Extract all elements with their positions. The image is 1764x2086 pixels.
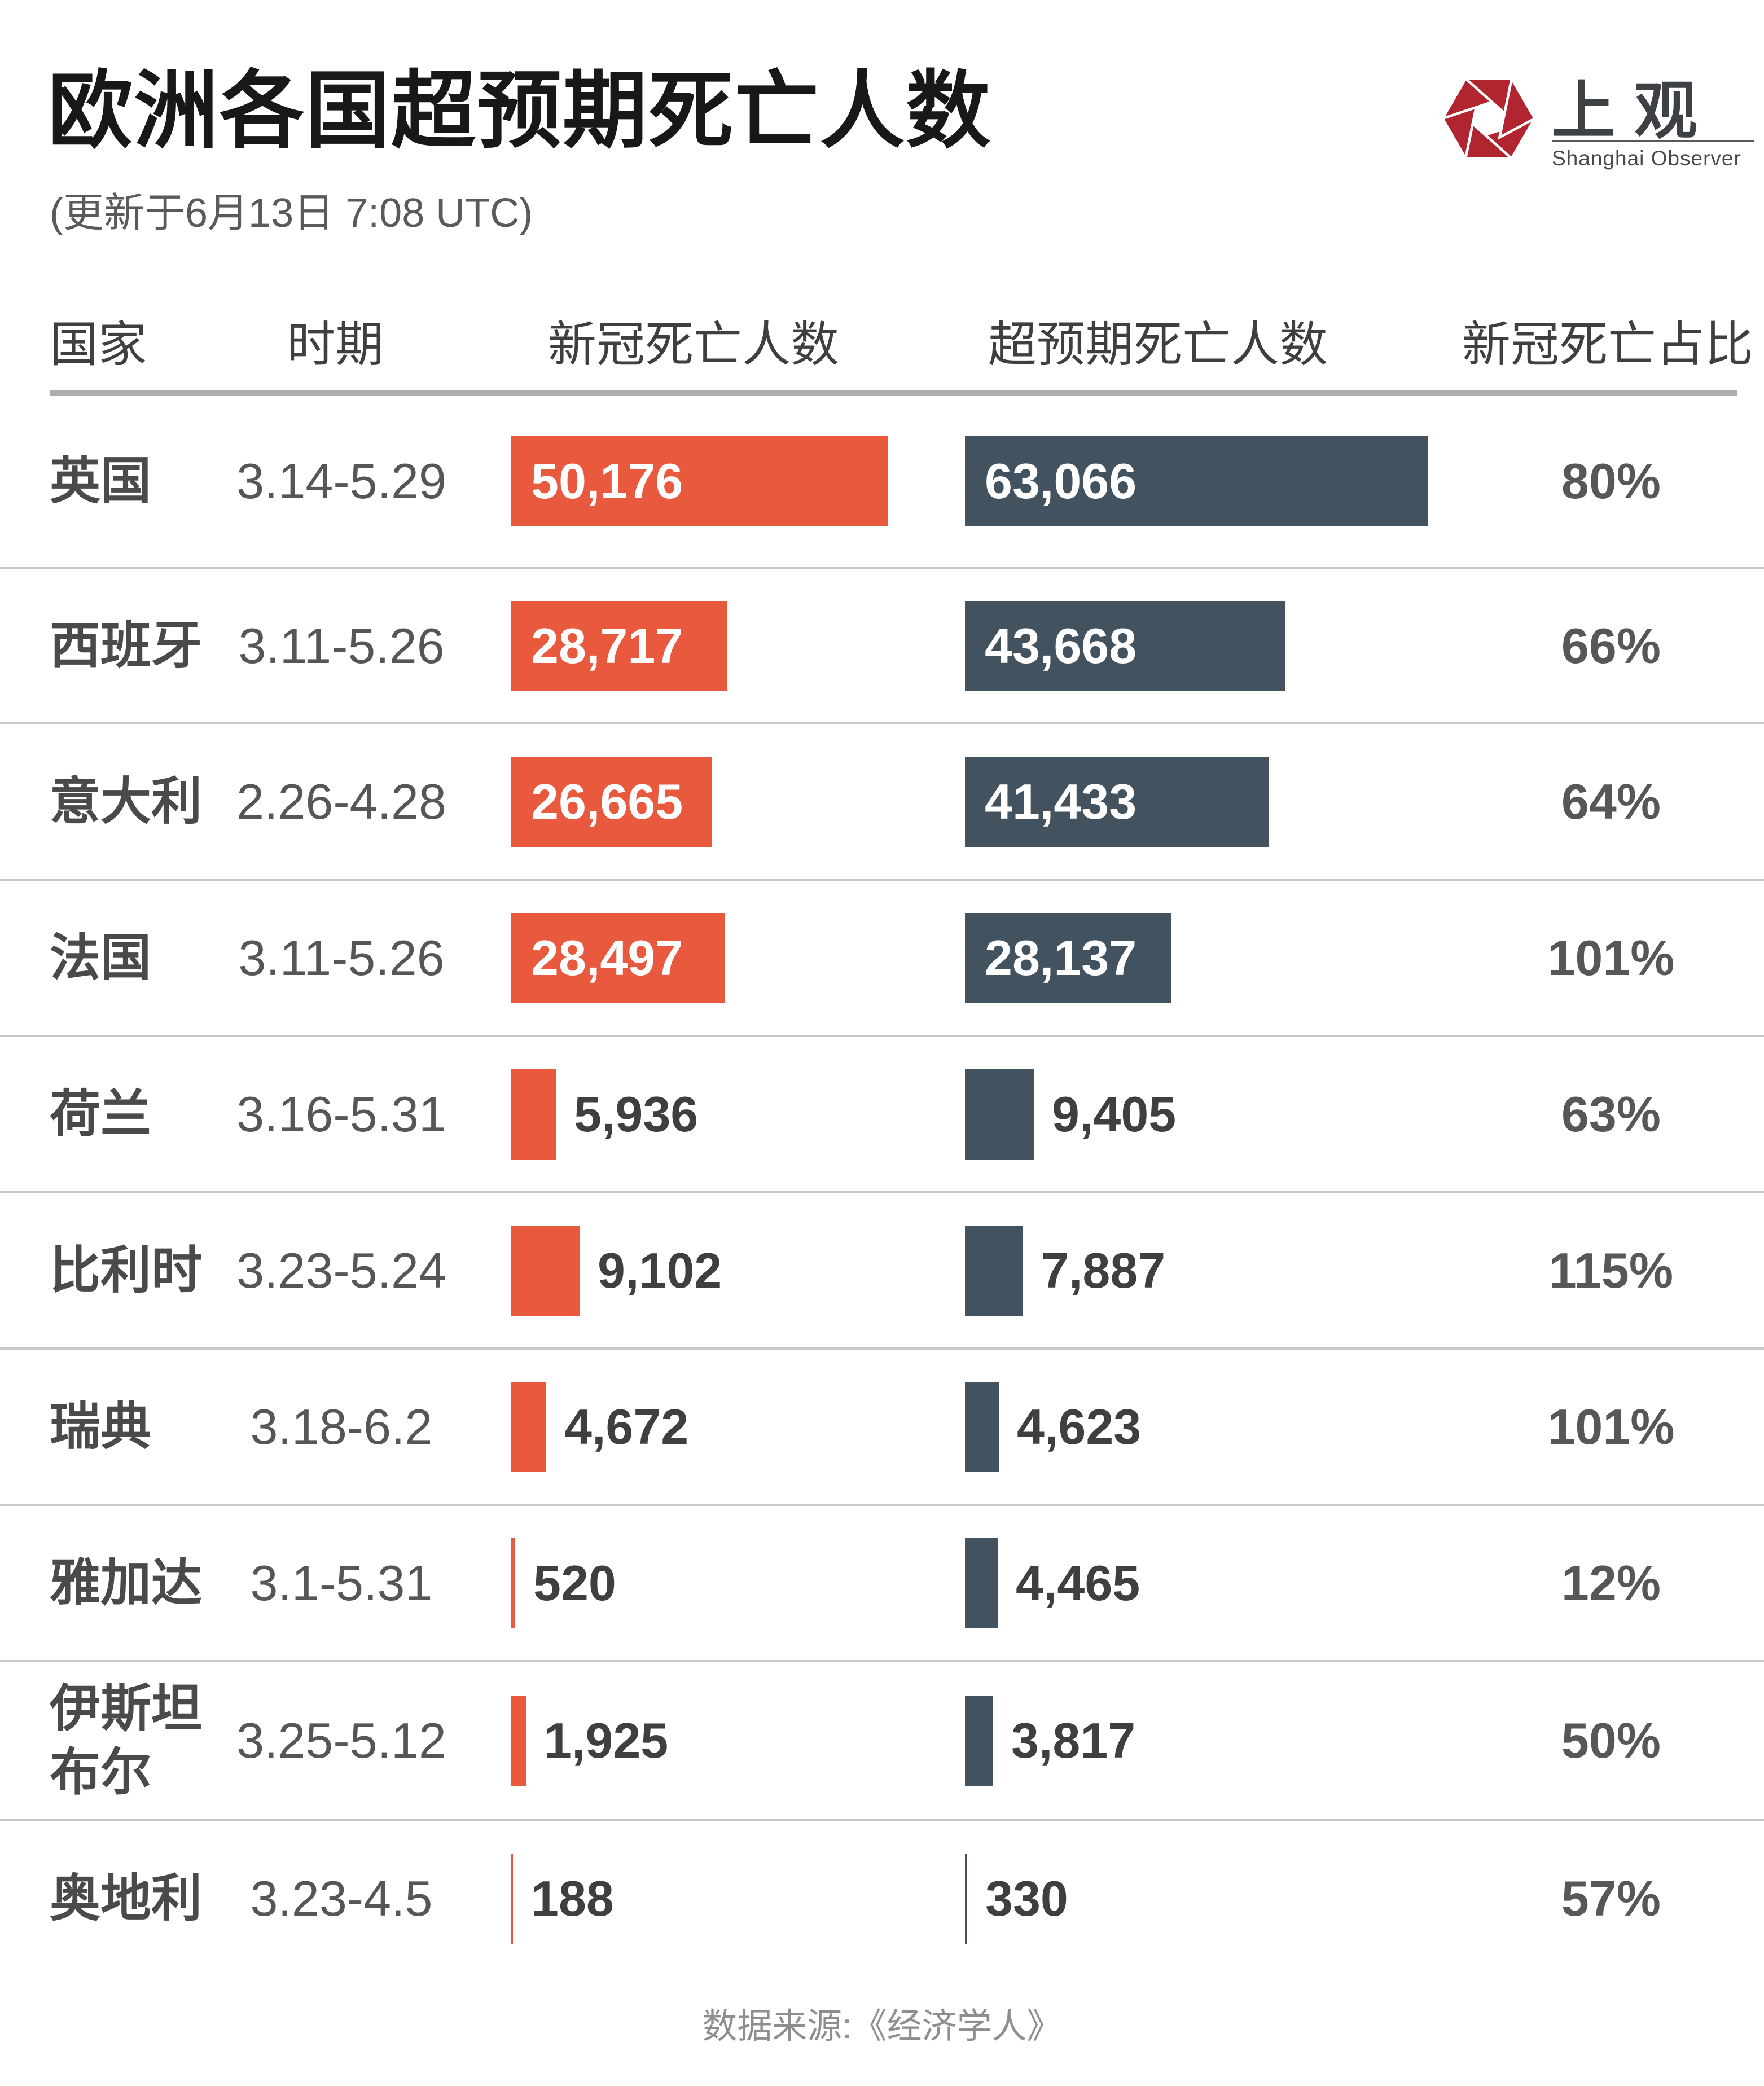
covid-deaths-bar: 188: [511, 1853, 614, 1944]
logo-en-wordmark: Shanghai Observer: [1552, 147, 1741, 170]
aperture-hexagon-icon: [1440, 74, 1537, 163]
country-label: 意大利: [50, 773, 202, 830]
excess-deaths-bar-value: 330: [985, 1870, 1068, 1926]
covid-deaths-bar: 26,665: [511, 756, 712, 847]
country-label: 瑞典: [50, 1398, 151, 1455]
period-label: 2.26-4.28: [236, 773, 446, 829]
logo-cn-wordmark: 上观: [1552, 74, 1717, 148]
table-row: 西班牙 3.11-5.26 28,717 43,668 66%: [0, 569, 1764, 724]
table-row: 雅加达 3.1-5.31 520 4,465 12%: [0, 1506, 1764, 1662]
column-header-period: 时期: [287, 318, 384, 372]
country-label: 比利时: [50, 1242, 202, 1299]
shanghai-observer-logo: 上观 Shanghai Observer: [1440, 68, 1756, 175]
covid-deaths-bar: 5,936: [511, 1069, 698, 1160]
table-row: 比利时 3.23-5.24 9,102 7,887 115%: [0, 1193, 1764, 1350]
covid-deaths-bar-value: 50,176: [531, 453, 683, 509]
column-header-country: 国家: [50, 318, 147, 372]
country-label: 西班牙: [50, 617, 202, 674]
country-label: 荷兰: [50, 1086, 151, 1143]
page-title: 欧洲各国超预期死亡人数: [48, 63, 992, 158]
covid-ratio-value: 50%: [1561, 1712, 1661, 1768]
covid-deaths-bar-value: 188: [531, 1870, 614, 1926]
excess-deaths-bar-value: 41,433: [985, 773, 1137, 829]
excess-deaths-bar-value: 28,137: [985, 929, 1137, 986]
excess-deaths-bar: 43,668: [965, 600, 1285, 691]
table-header-rule: [50, 390, 1737, 396]
country-label: 伊斯坦布尔: [50, 1680, 202, 1801]
period-label: 3.11-5.26: [238, 929, 445, 986]
period-label: 3.25-5.12: [236, 1712, 446, 1768]
excess-deaths-bar: 9,405: [965, 1069, 1176, 1160]
covid-deaths-bar-value: 26,665: [531, 773, 683, 829]
data-source-note: 数据来源:《经济学人》: [702, 2007, 1062, 2046]
country-label: 奥地利: [50, 1870, 202, 1927]
covid-ratio-value: 12%: [1561, 1554, 1661, 1611]
covid-deaths-bar: 28,717: [511, 600, 727, 691]
covid-deaths-bar: 1,925: [511, 1696, 668, 1786]
column-header-excess-deaths: 超预期死亡人数: [988, 318, 1328, 372]
column-header-covid-ratio: 新冠死亡占比: [1462, 318, 1753, 372]
excess-deaths-bar: 4,465: [965, 1538, 1140, 1628]
period-label: 3.23-5.24: [236, 1242, 446, 1298]
covid-ratio-value: 115%: [1548, 1242, 1674, 1298]
table-row: 意大利 2.26-4.28 26,665 41,433 64%: [0, 724, 1764, 881]
excess-deaths-bar: 63,066: [965, 436, 1428, 526]
covid-ratio-value: 101%: [1547, 1398, 1675, 1455]
covid-deaths-bar: 50,176: [511, 436, 888, 526]
excess-deaths-bar: 4,623: [965, 1381, 1141, 1472]
period-label: 3.16-5.31: [236, 1086, 446, 1142]
excess-deaths-bar-value: 7,887: [1041, 1242, 1166, 1298]
column-header-covid-deaths: 新冠死亡人数: [548, 318, 839, 372]
table-row: 奥地利 3.23-4.5 188 330 57%: [0, 1821, 1764, 1975]
update-timestamp: (更新于6月13日 7:08 UTC): [50, 191, 533, 236]
excess-deaths-bar-value: 63,066: [985, 453, 1137, 509]
country-label: 法国: [50, 929, 151, 986]
period-label: 3.1-5.31: [250, 1554, 433, 1611]
covid-deaths-bar-value: 28,497: [531, 929, 683, 986]
excess-deaths-bar: 330: [965, 1853, 1068, 1944]
period-label: 3.11-5.26: [238, 617, 445, 674]
period-label: 3.23-4.5: [250, 1870, 433, 1926]
covid-deaths-bar: 4,672: [511, 1381, 688, 1472]
excess-deaths-bar-value: 3,817: [1011, 1712, 1136, 1768]
covid-ratio-value: 66%: [1561, 617, 1661, 674]
covid-deaths-bar-value: 520: [533, 1554, 616, 1611]
table-row: 瑞典 3.18-6.2 4,672 4,623 101%: [0, 1350, 1764, 1506]
table-row: 英国 3.14-5.29 50,176 63,066 80%: [0, 396, 1764, 569]
excess-deaths-bar-value: 9,405: [1052, 1086, 1177, 1142]
covid-ratio-value: 63%: [1561, 1086, 1661, 1142]
covid-deaths-bar-value: 1,925: [544, 1712, 669, 1768]
covid-deaths-bar-value: 4,672: [564, 1398, 689, 1455]
table-row: 法国 3.11-5.26 28,497 28,137 101%: [0, 881, 1764, 1037]
table-body: 英国 3.14-5.29 50,176 63,066 80% 西班牙 3.11-5.26 28…: [0, 396, 1764, 1975]
covid-ratio-value: 80%: [1561, 453, 1661, 509]
covid-deaths-bar-value: 28,717: [531, 617, 683, 674]
covid-ratio-value: 101%: [1547, 929, 1675, 986]
covid-deaths-bar: 520: [511, 1538, 616, 1628]
period-label: 3.18-6.2: [250, 1398, 433, 1455]
covid-deaths-bar: 28,497: [511, 912, 725, 1003]
excess-deaths-bar-value: 43,668: [985, 617, 1137, 674]
excess-deaths-bar-value: 4,465: [1016, 1554, 1140, 1611]
country-label: 雅加达: [50, 1554, 202, 1611]
covid-ratio-value: 64%: [1561, 773, 1661, 829]
country-label: 英国: [50, 453, 151, 510]
covid-deaths-bar-value: 9,102: [598, 1242, 722, 1298]
table-row: 伊斯坦布尔 3.25-5.12 1,925 3,817 50%: [0, 1662, 1764, 1821]
excess-deaths-bar: 3,817: [965, 1696, 1135, 1786]
excess-deaths-bar-value: 4,623: [1017, 1398, 1142, 1455]
covid-deaths-bar: 9,102: [511, 1225, 722, 1316]
covid-ratio-value: 57%: [1561, 1870, 1661, 1926]
excess-deaths-bar: 41,433: [965, 756, 1269, 847]
covid-deaths-bar-value: 5,936: [574, 1086, 699, 1142]
excess-deaths-bar: 28,137: [965, 912, 1171, 1003]
period-label: 3.14-5.29: [236, 453, 446, 509]
excess-deaths-bar: 7,887: [965, 1225, 1165, 1316]
table-row: 荷兰 3.16-5.31 5,936 9,405 63%: [0, 1037, 1764, 1193]
logo-divider: [1552, 140, 1754, 142]
